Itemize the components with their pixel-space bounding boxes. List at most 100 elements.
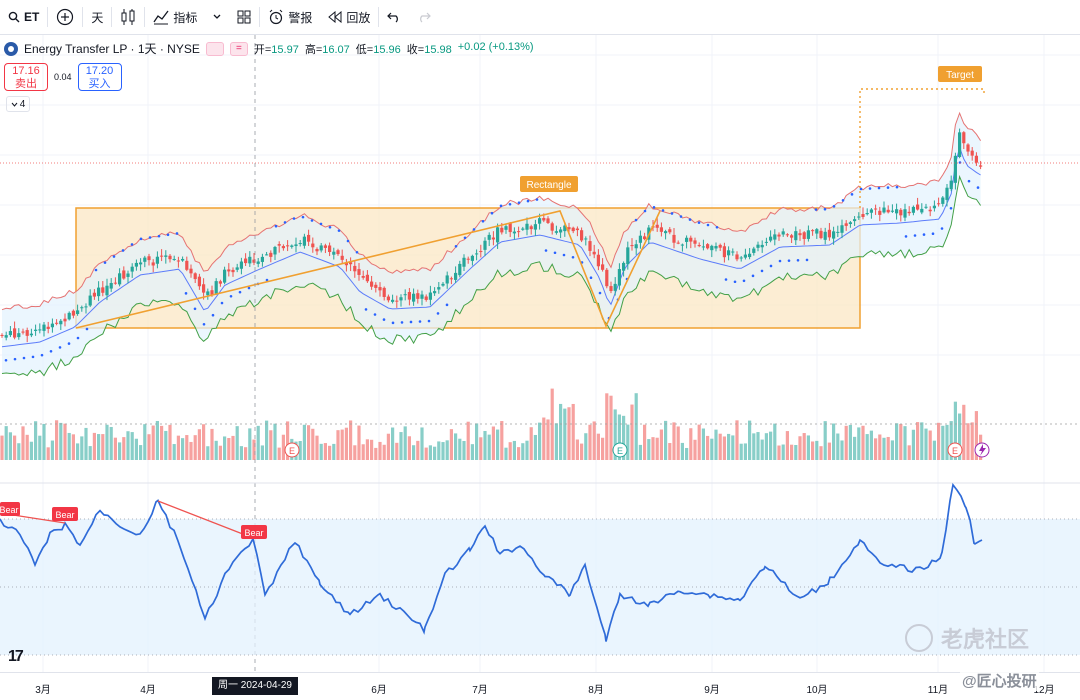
sell-button[interactable]: 17.16 卖出 xyxy=(4,63,48,91)
psar-dot xyxy=(895,185,899,189)
volume-bar xyxy=(659,429,663,460)
candle-body xyxy=(130,266,134,272)
earnings-marker[interactable]: E xyxy=(612,442,628,458)
volume-bar xyxy=(445,440,449,460)
psar-dot xyxy=(148,236,152,239)
candle-body xyxy=(596,254,600,267)
candle-body xyxy=(832,231,836,239)
psar-dot xyxy=(229,294,233,298)
candle-body xyxy=(685,237,689,242)
tradingview-logo[interactable]: 17 xyxy=(8,648,24,665)
svg-text:E: E xyxy=(617,446,623,456)
volume-bar xyxy=(424,447,428,460)
target-label[interactable]: Target xyxy=(938,66,982,82)
bear-label[interactable]: Bear xyxy=(52,507,78,521)
time-axis[interactable]: 3月 4月 6月 7月 8月 9月 10月 11月 12月 xyxy=(0,672,1080,700)
volume-bar xyxy=(67,432,71,460)
volume-bar xyxy=(365,439,369,460)
volume-bar xyxy=(185,435,189,460)
target-projection-line[interactable] xyxy=(859,88,985,208)
volume-bar xyxy=(449,429,453,460)
crosshair-date-label: 周一 2024-04-29 xyxy=(212,677,298,695)
volume-bar xyxy=(307,425,311,460)
volume-bar xyxy=(374,447,378,460)
volume-bar xyxy=(882,437,886,460)
candle-body xyxy=(332,251,336,255)
trend-pattern-line[interactable] xyxy=(75,210,661,329)
candle-body xyxy=(630,245,634,247)
candle-body xyxy=(727,250,731,256)
chart-canvas[interactable]: Target Rectangle E E E Bear Bear Bear xyxy=(0,35,1080,672)
candle-body xyxy=(269,252,273,257)
alert-button[interactable]: 警报 xyxy=(260,0,320,35)
replay-button[interactable]: 回放 xyxy=(320,0,378,35)
candle-body xyxy=(865,213,869,215)
candle-body xyxy=(479,251,483,253)
low-value: 低=15.96 xyxy=(355,43,401,56)
psar-dot xyxy=(445,303,449,307)
earnings-marker[interactable]: E xyxy=(284,442,300,458)
volume-bar xyxy=(508,442,512,460)
earnings-marker[interactable]: E xyxy=(947,442,963,458)
volume-bar xyxy=(937,422,941,460)
candle-body xyxy=(323,245,327,248)
candle-body xyxy=(752,248,756,253)
buy-button[interactable]: 17.20 买入 xyxy=(77,63,122,91)
candle-body xyxy=(966,144,970,152)
psar-dot xyxy=(139,237,143,241)
indicators-button[interactable]: 指标 xyxy=(145,0,205,35)
dividend-marker[interactable] xyxy=(974,442,990,458)
indicators-collapse-button[interactable]: 4 xyxy=(6,96,30,112)
chart-type-button[interactable] xyxy=(112,0,144,35)
psar-dot xyxy=(4,358,8,362)
bear-label[interactable]: Bear xyxy=(241,525,267,539)
volume-bar xyxy=(655,437,659,460)
candle-body xyxy=(500,227,504,233)
candle-body xyxy=(672,234,676,243)
volume-bar xyxy=(806,435,810,460)
candle-body xyxy=(319,245,323,251)
compare-button[interactable] xyxy=(48,0,82,35)
psar-dot xyxy=(67,342,71,345)
symbol-search[interactable]: ET xyxy=(0,0,47,35)
candle-body xyxy=(277,244,281,246)
candle-body xyxy=(164,255,168,257)
volume-bar xyxy=(189,441,193,460)
volume-bar xyxy=(748,420,752,460)
candle-body xyxy=(470,255,474,261)
series-title[interactable]: Energy Transfer LP · 1天 · NYSE xyxy=(24,42,200,56)
redo-icon xyxy=(420,12,432,23)
volume-bar xyxy=(155,420,159,460)
candle-body xyxy=(563,225,567,232)
candle-body xyxy=(412,293,416,302)
indicators-dropdown[interactable] xyxy=(205,0,229,35)
volume-bar xyxy=(718,433,722,460)
volume-bar xyxy=(164,430,168,460)
psar-dot xyxy=(823,207,827,211)
candle-body xyxy=(697,245,701,247)
rectangle-label[interactable]: Rectangle xyxy=(520,176,578,192)
layout-button[interactable] xyxy=(229,0,259,35)
psar-dot xyxy=(679,215,683,218)
visibility-icon[interactable] xyxy=(205,41,224,56)
divider xyxy=(378,7,380,27)
psar-dot xyxy=(832,205,836,208)
volume-bar xyxy=(819,446,823,460)
volume-bar xyxy=(25,434,29,460)
bear-label[interactable]: Bear xyxy=(0,502,20,516)
redo-button[interactable] xyxy=(409,0,439,35)
psar-dot xyxy=(13,357,17,361)
undo-button[interactable] xyxy=(379,0,409,35)
candle-body xyxy=(67,312,71,320)
interval-button[interactable]: 天 xyxy=(83,0,111,35)
candle-body xyxy=(525,223,529,230)
volume-bar xyxy=(512,440,516,460)
candle-body xyxy=(126,273,130,277)
equal-icon[interactable]: = xyxy=(229,41,248,56)
candle-body xyxy=(932,205,936,209)
svg-text:Bear: Bear xyxy=(0,505,19,515)
volume-bar xyxy=(664,420,668,460)
volume-bar xyxy=(773,423,777,460)
candle-body xyxy=(223,269,227,283)
candle-body xyxy=(449,278,453,280)
